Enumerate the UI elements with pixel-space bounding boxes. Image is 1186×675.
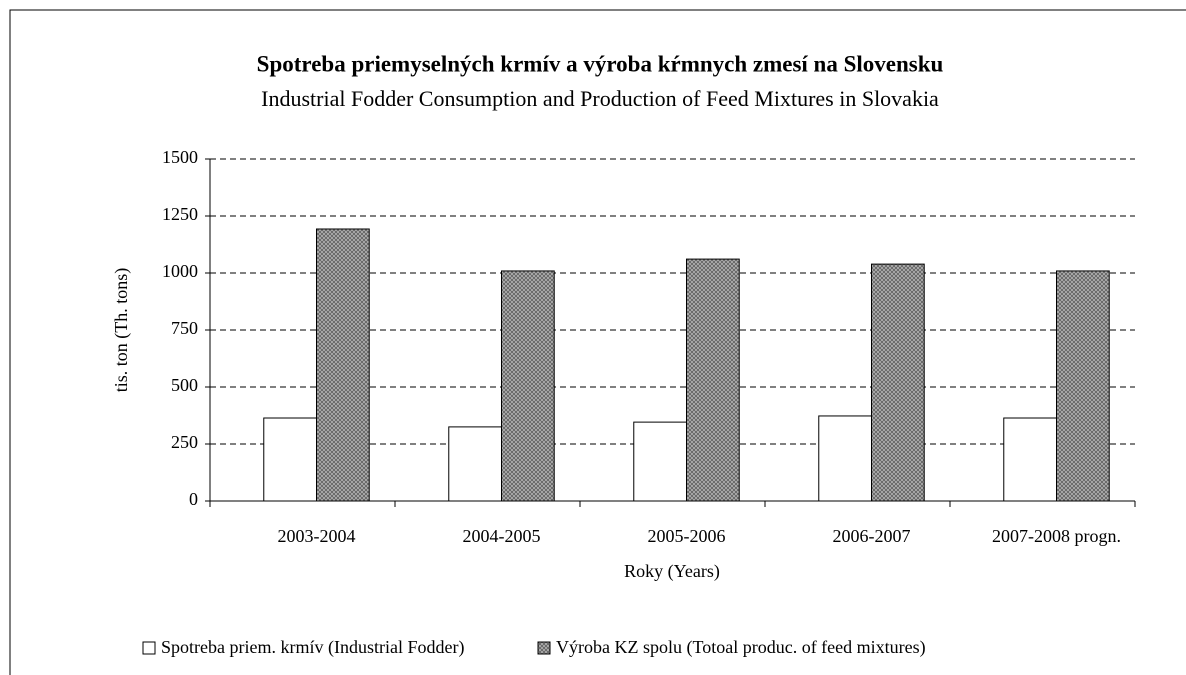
y-tick-label: 1000 <box>162 261 198 281</box>
x-tick-label: 2003-2004 <box>278 526 356 546</box>
x-tick-label: 2006-2007 <box>833 526 911 546</box>
y-tick-label: 0 <box>189 489 198 509</box>
y-tick-label: 1500 <box>162 147 198 167</box>
x-axis-label: Roky (Years) <box>624 561 720 582</box>
bar <box>263 417 317 502</box>
chart-title: Spotreba priemyselných krmív a výroba kŕ… <box>257 51 944 76</box>
y-tick-label: 500 <box>171 375 198 395</box>
legend-label: Výroba KZ spolu (Totoal produc. of feed … <box>556 637 926 658</box>
x-tick-label: 2004-2005 <box>463 526 541 546</box>
bar <box>633 421 688 502</box>
bar <box>316 228 370 502</box>
bar <box>1003 417 1058 502</box>
legend-label: Spotreba priem. krmív (Industrial Fodder… <box>161 637 464 658</box>
y-tick-label: 1250 <box>162 204 198 224</box>
bar <box>501 270 555 502</box>
x-tick-label: 2007-2008 progn. <box>992 526 1121 546</box>
chart-subtitle: Industrial Fodder Consumption and Produc… <box>261 86 939 111</box>
bar <box>871 263 925 502</box>
x-tick-label: 2005-2006 <box>648 526 726 546</box>
bar <box>1056 270 1110 502</box>
legend-swatch <box>537 641 551 655</box>
bar <box>686 258 740 502</box>
y-tick-label: 750 <box>171 318 198 338</box>
frame <box>9 9 1186 675</box>
y-axis-label: tis. ton (Th. tons) <box>111 268 132 393</box>
y-tick-label: 250 <box>171 432 198 452</box>
bar <box>448 426 502 502</box>
bar <box>818 415 873 502</box>
legend-swatch <box>142 641 156 655</box>
